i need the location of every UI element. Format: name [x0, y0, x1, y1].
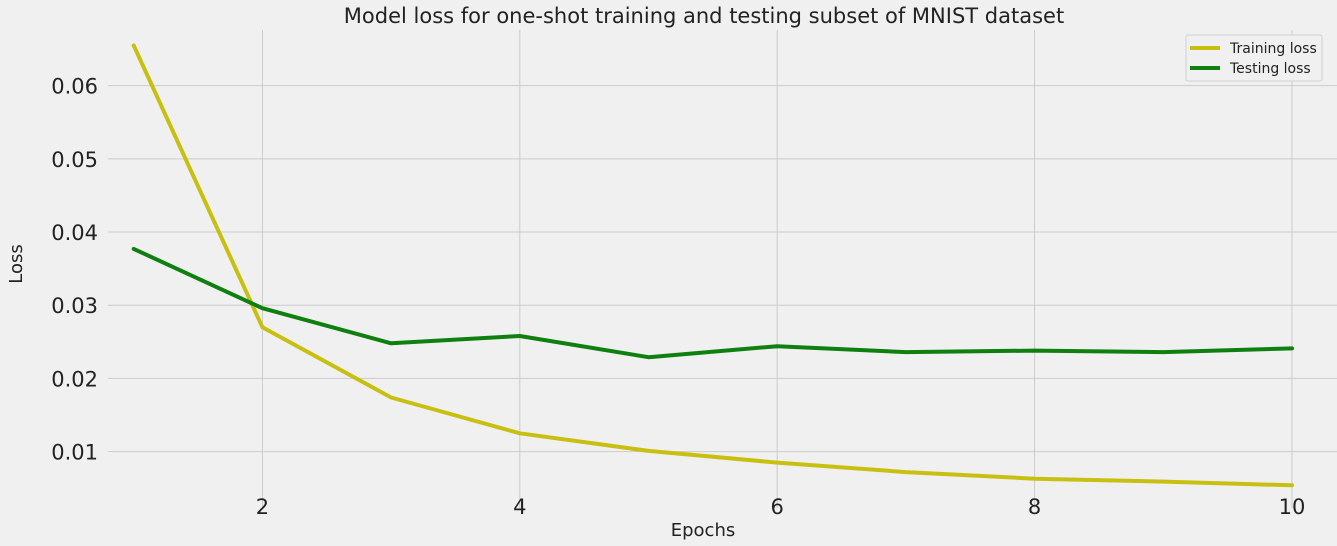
grid: [108, 30, 1337, 508]
x-tick-label: 4: [513, 495, 526, 519]
series-line-training: [131, 43, 1294, 488]
x-tick-label: 2: [256, 495, 269, 519]
y-tick-label: 0.01: [51, 441, 98, 465]
y-tick-label: 0.03: [51, 294, 98, 318]
legend-label-testing: Testing loss: [1229, 61, 1311, 77]
y-tick-label: 0.02: [51, 367, 98, 391]
x-tick-label: 10: [1279, 495, 1306, 519]
legend-label-training: Training loss: [1229, 41, 1317, 57]
legend: Training loss Testing loss: [1185, 34, 1323, 82]
y-tick-label: 0.04: [51, 221, 98, 245]
series-line-testing: [131, 246, 1294, 360]
y-tick-label: 0.06: [51, 75, 98, 99]
x-tick-label: 6: [771, 495, 784, 519]
y-tick-label: 0.05: [51, 148, 98, 172]
x-axis-label: Epochs: [671, 520, 736, 541]
tick-labels: 2 4 6 8 10 0.01 0.02 0.03 0.04 0.05 0.06: [51, 75, 1305, 519]
series-lines: [131, 43, 1294, 488]
y-axis-label: Loss: [6, 244, 27, 283]
x-tick-label: 8: [1028, 495, 1041, 519]
chart-title: Model loss for one-shot training and tes…: [344, 4, 1064, 28]
